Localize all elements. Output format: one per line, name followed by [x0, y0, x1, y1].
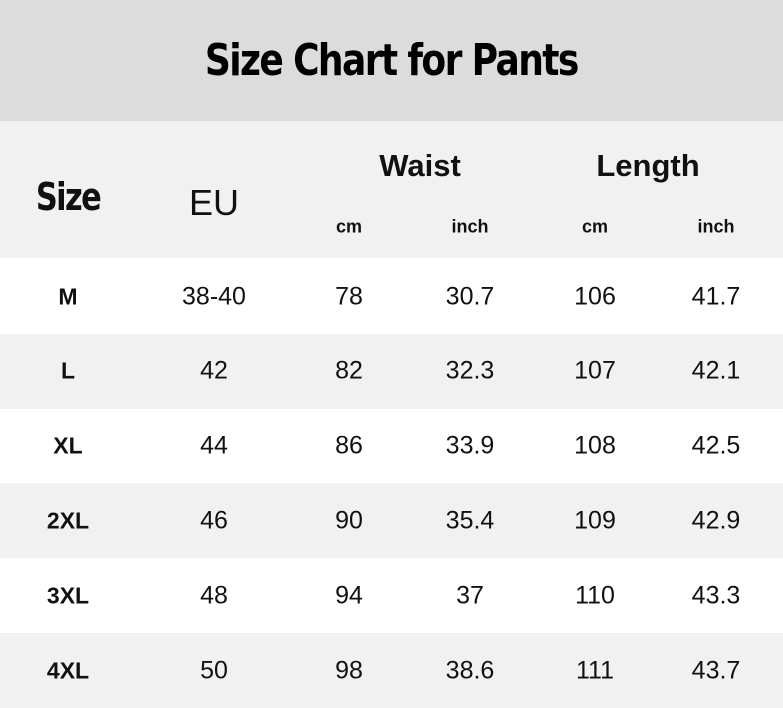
- cell-length-cm: 111: [575, 656, 615, 684]
- cell-length-inch: 41.7: [691, 282, 741, 310]
- header-size: Size: [35, 175, 102, 219]
- cell-length-inch: 43.3: [691, 581, 741, 610]
- cell-length-inch: 43.7: [691, 656, 741, 684]
- table-row: XL 44 86 33.9 108 42.5: [0, 409, 783, 484]
- cell-length-cm: 108: [574, 431, 616, 460]
- header-waist-cm: cm: [335, 216, 363, 237]
- cell-eu: 50: [200, 656, 228, 684]
- cell-size: 2XL: [46, 507, 90, 534]
- title-bar: Size Chart for Pants: [0, 0, 783, 121]
- header-waist-inch: inch: [451, 216, 489, 237]
- cell-length-inch: 42.1: [691, 356, 741, 385]
- table-row: 2XL 46 90 35.4 109 42.9: [0, 483, 783, 559]
- cell-length-cm: 107: [574, 356, 616, 385]
- cell-size: 4XL: [46, 657, 90, 683]
- cell-waist-inch: 32.3: [445, 356, 495, 385]
- table-header: Size EU Waist Length cm inch cm inch: [0, 121, 783, 258]
- cell-length-cm: 110: [575, 581, 615, 610]
- cell-eu: 48: [200, 581, 228, 610]
- cell-eu: 44: [200, 431, 228, 460]
- header-eu: EU: [188, 182, 240, 223]
- cell-waist-inch: 30.7: [445, 282, 495, 310]
- cell-waist-cm: 90: [335, 506, 363, 535]
- cell-waist-cm: 94: [335, 581, 363, 610]
- table-row: M 38-40 78 30.7 106 41.7: [0, 259, 783, 334]
- cell-eu: 38-40: [182, 282, 246, 310]
- cell-waist-inch: 37: [456, 581, 484, 610]
- cell-length-cm: 106: [574, 282, 616, 310]
- header-length-inch: inch: [697, 216, 735, 237]
- cell-size: XL: [53, 432, 83, 459]
- header-length: Length: [596, 148, 700, 183]
- table-row: 4XL 50 98 38.6 111 43.7: [0, 633, 783, 708]
- cell-waist-inch: 33.9: [445, 431, 495, 460]
- table-row: L 42 82 32.3 107 42.1: [0, 333, 783, 409]
- table-row: 3XL 48 94 37 110 43.3: [0, 558, 783, 633]
- cell-eu: 42: [200, 356, 228, 385]
- cell-length-inch: 42.9: [691, 506, 741, 535]
- cell-size: L: [60, 357, 76, 384]
- cell-waist-inch: 35.4: [445, 506, 495, 535]
- cell-length-cm: 109: [574, 506, 616, 535]
- cell-waist-cm: 98: [335, 656, 363, 684]
- header-waist: Waist: [379, 148, 461, 183]
- cell-waist-inch: 38.6: [445, 656, 495, 684]
- header-length-cm: cm: [581, 216, 609, 237]
- cell-eu: 46: [200, 506, 228, 535]
- cell-size: 3XL: [46, 582, 90, 609]
- cell-waist-cm: 82: [335, 356, 363, 385]
- chart-title: Size Chart for Pants: [205, 35, 579, 86]
- cell-length-inch: 42.5: [691, 431, 741, 460]
- cell-size: M: [58, 283, 78, 309]
- cell-waist-cm: 86: [335, 431, 363, 460]
- cell-waist-cm: 78: [335, 282, 363, 310]
